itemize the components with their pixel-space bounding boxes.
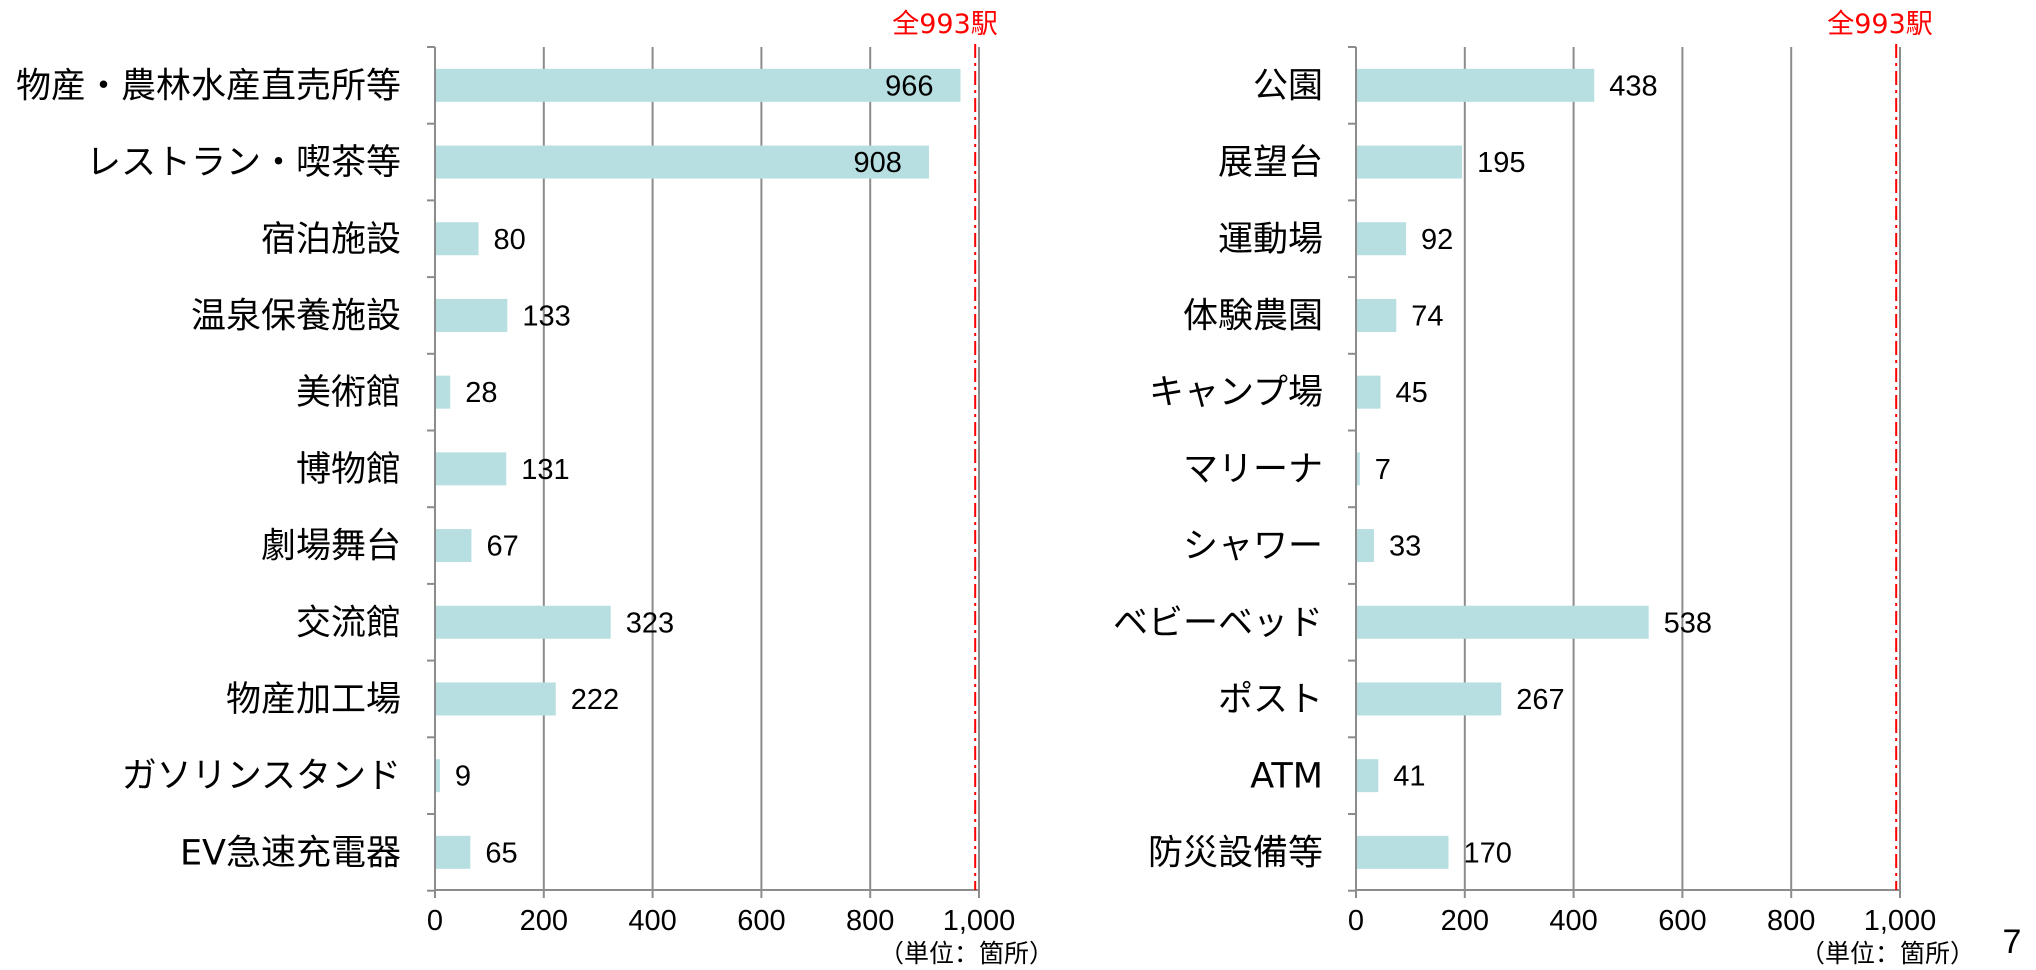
bar <box>1357 452 1360 486</box>
bar <box>436 529 472 563</box>
category-label: 展望台 <box>1218 143 1323 183</box>
category-label: 宿泊施設 <box>261 220 401 260</box>
bar <box>436 298 508 332</box>
category-label: 体験農園 <box>1183 296 1323 336</box>
x-tick-label: 0 <box>1348 905 1364 937</box>
data-label: 41 <box>1393 761 1425 793</box>
bar <box>436 145 929 179</box>
data-label: 65 <box>485 837 517 869</box>
category-label: 交流館 <box>296 603 401 643</box>
category-label: 公園 <box>1253 66 1323 106</box>
category-label: レストラン・喫茶等 <box>86 143 401 183</box>
data-label: 323 <box>626 607 674 639</box>
data-label: 908 <box>854 147 902 179</box>
category-label: ATM <box>1250 757 1323 797</box>
reference-label: 全993駅 <box>1827 9 1933 40</box>
bar <box>436 835 471 869</box>
data-label: 170 <box>1463 837 1511 869</box>
bar <box>436 605 611 639</box>
category-label: 運動場 <box>1218 220 1323 260</box>
bar <box>1357 222 1407 256</box>
data-label: 966 <box>885 70 933 102</box>
category-label: ベビーベッド <box>1113 603 1323 643</box>
category-label: 物産・農林水産直売所等 <box>16 66 401 106</box>
bar <box>1357 529 1374 563</box>
data-label: 74 <box>1411 300 1443 332</box>
page-number: 7 <box>2003 923 2022 961</box>
bar <box>1357 145 1463 179</box>
bar <box>1357 375 1381 409</box>
category-label: 劇場舞台 <box>261 527 401 567</box>
x-tick-label: 400 <box>1549 905 1597 937</box>
x-tick-label: 600 <box>1658 905 1706 937</box>
bar <box>436 68 961 102</box>
category-label: ガソリンスタンド <box>122 757 401 797</box>
x-tick-label: 1,000 <box>943 905 1016 937</box>
bar <box>436 682 556 716</box>
x-tick-label: 600 <box>737 905 785 937</box>
data-label: 28 <box>465 377 497 409</box>
category-label: キャンプ場 <box>1149 373 1323 413</box>
data-label: 92 <box>1421 224 1453 256</box>
unit-label: （単位：箇所） <box>1800 939 1975 968</box>
category-label: 美術館 <box>296 373 401 413</box>
bar <box>1357 605 1649 639</box>
data-label: 67 <box>486 531 518 563</box>
category-label: ポスト <box>1218 680 1323 720</box>
category-label: 博物館 <box>296 450 401 490</box>
bar <box>436 759 440 793</box>
bar <box>1357 835 1449 869</box>
bar <box>1357 682 1502 716</box>
category-label: シャワー <box>1183 527 1323 567</box>
x-tick-label: 200 <box>520 905 568 937</box>
bar <box>1357 68 1595 102</box>
data-label: 222 <box>571 684 619 716</box>
bar <box>1357 298 1397 332</box>
bar <box>436 222 479 256</box>
category-label: EV急速充電器 <box>180 833 401 873</box>
x-tick-label: 200 <box>1441 905 1489 937</box>
x-tick-label: 800 <box>846 905 894 937</box>
reference-label: 全993駅 <box>892 9 998 40</box>
data-label: 7 <box>1375 454 1391 486</box>
data-label: 80 <box>494 224 526 256</box>
category-label: マリーナ <box>1183 450 1323 490</box>
data-label: 538 <box>1664 607 1712 639</box>
data-label: 45 <box>1395 377 1427 409</box>
data-label: 267 <box>1516 684 1564 716</box>
x-tick-label: 400 <box>628 905 676 937</box>
x-tick-label: 1,000 <box>1864 905 1937 937</box>
unit-label: （単位：箇所） <box>879 939 1054 968</box>
category-label: 防災設備等 <box>1148 833 1323 873</box>
data-label: 195 <box>1477 147 1525 179</box>
bar <box>436 452 507 486</box>
category-label: 温泉保養施設 <box>191 296 401 336</box>
data-label: 33 <box>1389 531 1421 563</box>
x-tick-label: 0 <box>427 905 443 937</box>
category-label: 物産加工場 <box>226 680 401 720</box>
bar <box>436 375 451 409</box>
bar <box>1357 759 1379 793</box>
chart-left: 0 200 400 600 800 1,000 物産・農林水産直売所等 966 レストラン・喫茶… <box>16 9 1054 968</box>
data-label: 133 <box>522 300 570 332</box>
data-label: 131 <box>521 454 569 486</box>
data-label: 9 <box>455 761 471 793</box>
data-label: 438 <box>1609 70 1657 102</box>
x-tick-label: 800 <box>1767 905 1815 937</box>
